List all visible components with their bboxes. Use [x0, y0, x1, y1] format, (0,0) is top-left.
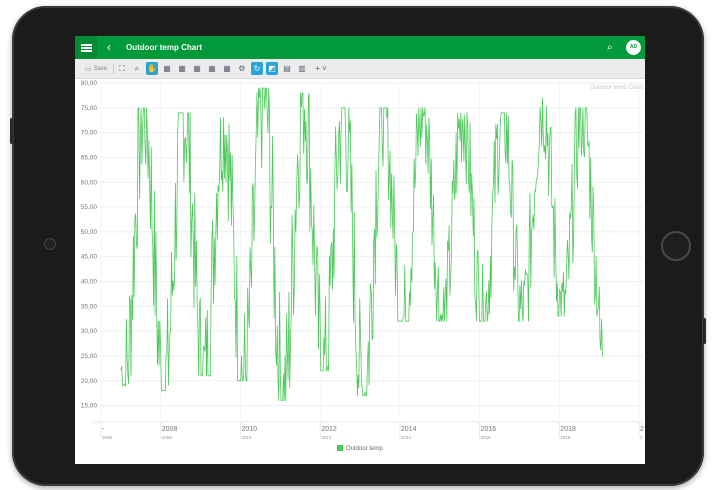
x-tick-label: 2008 [162, 426, 178, 433]
y-tick-label: 25,00 [81, 353, 98, 360]
save-button[interactable]: ▭ Save [81, 62, 111, 75]
add-dropdown-button[interactable]: + ˅ [315, 64, 327, 73]
x-tick-sublabel: 2014 [401, 435, 412, 440]
export-icon[interactable]: ▤ [283, 64, 291, 73]
back-icon[interactable]: ‹ [107, 40, 111, 54]
legend-label: Outdoor temp [346, 446, 383, 452]
zoom-fit-icon[interactable]: ⛶ [119, 63, 125, 73]
series-line-outdoor-temp [120, 87, 604, 401]
calendar-year-icon[interactable]: ▦ [208, 64, 216, 73]
x-tick-label: 2010 [241, 426, 257, 433]
save-label: Save [93, 65, 108, 72]
x-tick-sublabel: 2008 [162, 435, 173, 440]
calendar-day-icon[interactable]: ▦ [163, 64, 171, 73]
x-tick-sublabel: 2 [640, 435, 643, 440]
y-tick-label: 70,00 [81, 130, 98, 137]
y-tick-label: 75,00 [81, 105, 98, 112]
tablet-side-button [703, 318, 706, 344]
camera-icon [44, 238, 56, 250]
y-tick-label: 45,00 [81, 254, 98, 261]
x-tick-label: 2 [640, 426, 644, 433]
x-tick-label: 2014 [401, 426, 417, 433]
hamburger-icon [80, 43, 92, 52]
chart-toolbar: ▭ Save ⛶ ⌕ ✋ ▦ ▦ ▦ ▦ ▦ ⚙ ↻ ◩ ▤ ▥ + ˅ [75, 59, 645, 79]
y-tick-label: 65,00 [81, 154, 98, 161]
app-header: ‹ Outdoor temp Chart ⌕ AD [75, 36, 645, 59]
y-tick-label: 55,00 [81, 204, 98, 211]
x-tick-sublabel: 2016 [481, 435, 492, 440]
line-chart: Outdoor temp Chart 15,00 20,00 25,00 30,00 35… [81, 80, 644, 452]
y-tick-label: 80,00 [81, 80, 98, 87]
refresh-icon[interactable]: ↻ [251, 62, 263, 75]
pan-hand-icon[interactable]: ✋ [146, 62, 158, 75]
chart-title: Outdoor temp Chart [590, 85, 643, 91]
y-tick-label: 35,00 [81, 303, 98, 310]
calendar-week-icon[interactable]: ▦ [178, 64, 186, 73]
y-tick-label: 40,00 [81, 279, 98, 286]
menu-button[interactable] [75, 36, 97, 59]
y-tick-label: 50,00 [81, 229, 98, 236]
delete-icon[interactable]: ▥ [298, 64, 306, 73]
x-tick-label: 2018 [560, 426, 576, 433]
tablet-side-button [10, 118, 13, 144]
y-tick-label: 20,00 [81, 378, 98, 385]
app-screen: ‹ Outdoor temp Chart ⌕ AD ▭ Save ⛶ ⌕ ✋ ▦… [75, 36, 645, 464]
y-tick-label: 60,00 [81, 179, 98, 186]
x-tick-sublabel: 2010 [241, 435, 252, 440]
calendar-month-icon[interactable]: ▦ [193, 64, 201, 73]
save-icon: ▭ [84, 65, 92, 73]
page-title: Outdoor temp Chart [126, 43, 202, 52]
calendar-range-icon[interactable]: ▦ [223, 64, 231, 73]
zoom-icon[interactable]: ⌕ [134, 63, 140, 73]
legend-swatch [337, 445, 343, 451]
x-tick-label: 2016 [481, 426, 497, 433]
chart-mode-icon[interactable]: ◩ [266, 62, 278, 75]
settings-icon[interactable]: ⚙ [238, 64, 246, 73]
y-tick-label: 15,00 [81, 403, 98, 410]
x-tick-label: 2012 [321, 426, 337, 433]
home-button[interactable] [661, 231, 691, 261]
y-tick-label: 30,00 [81, 328, 98, 335]
avatar[interactable]: AD [626, 40, 641, 55]
search-icon[interactable]: ⌕ [607, 42, 613, 53]
x-tick-sublabel: 2006 [102, 435, 113, 440]
x-tick-sublabel: 2018 [560, 435, 571, 440]
x-tick-sublabel: 2012 [321, 435, 332, 440]
x-tick-label: - [102, 426, 105, 433]
toolbar-divider [113, 63, 114, 74]
